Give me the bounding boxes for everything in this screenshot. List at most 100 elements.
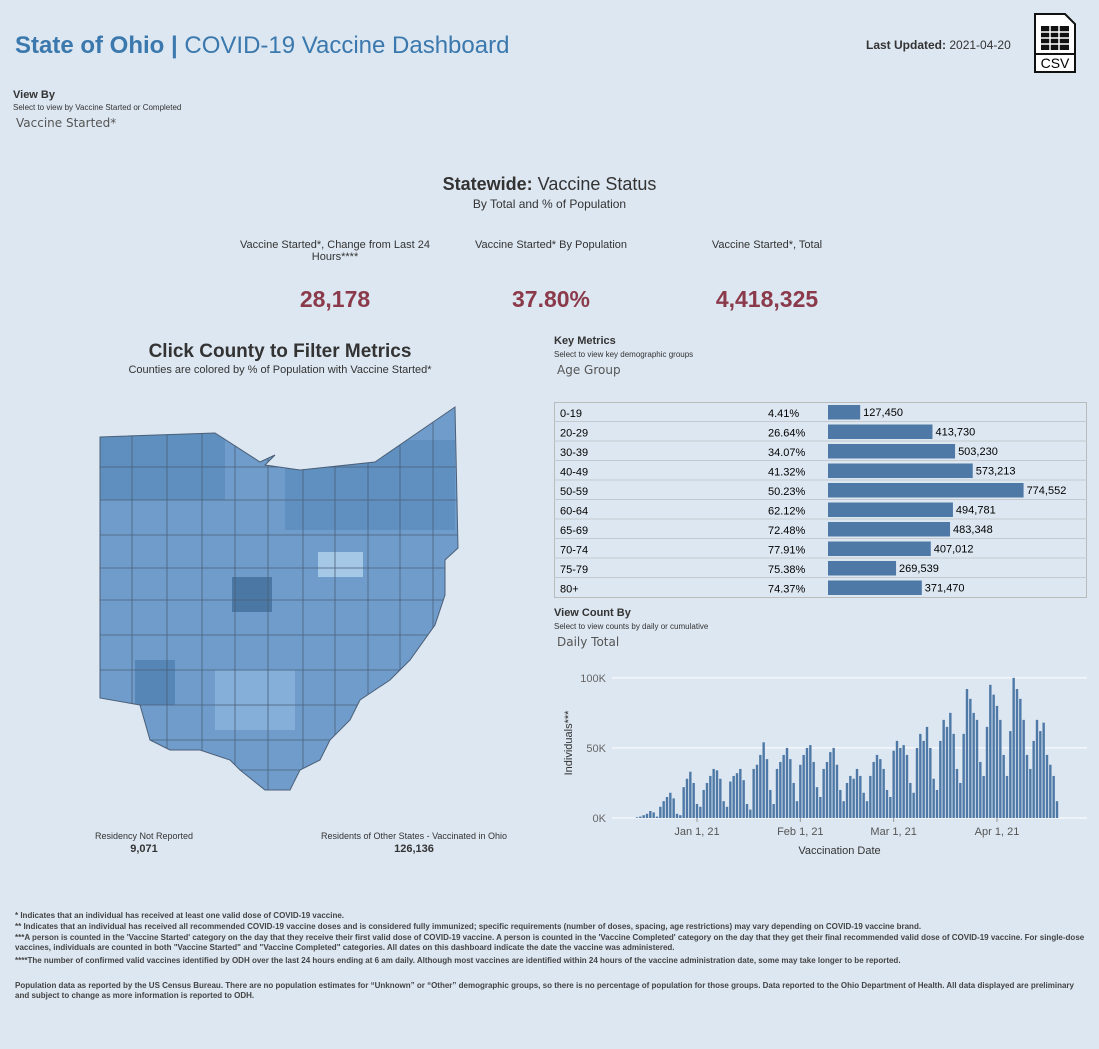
bar [929, 747, 932, 818]
row-label: 65-69 [560, 525, 588, 537]
statewide-text: Vaccine Status [537, 174, 657, 194]
bar [932, 778, 935, 818]
bar [869, 775, 872, 818]
bar [1025, 754, 1029, 818]
row-label: 0-19 [560, 408, 582, 420]
bar [872, 761, 875, 818]
x-axis-label: Vaccination Date [798, 845, 880, 857]
bar [789, 759, 792, 818]
bar [802, 754, 805, 818]
bar [775, 768, 779, 818]
footnote: * Indicates that an individual has recei… [15, 911, 344, 920]
bar [749, 809, 752, 818]
ohio-map[interactable] [95, 400, 465, 800]
row-label: 70-74 [560, 544, 588, 556]
bar [875, 754, 879, 818]
bar [892, 750, 895, 818]
row-label: 60-64 [560, 505, 588, 517]
bar [1009, 731, 1012, 818]
row-percent: 74.37% [768, 583, 806, 595]
bar-value-label: 494,781 [956, 504, 996, 516]
bar [828, 444, 956, 459]
bar [962, 733, 965, 818]
bar [739, 768, 742, 818]
statewide-bold: Statewide: [442, 174, 533, 194]
bar [692, 782, 695, 818]
csv-button[interactable]: CSV [1032, 12, 1078, 74]
bar [1032, 740, 1035, 818]
bar [849, 775, 852, 818]
kpi-value: 28,178 [299, 286, 371, 312]
view-count-dropdown[interactable]: Daily Total [557, 635, 620, 649]
view-count-title: View Count By [554, 607, 631, 619]
daily-chart: 0K 50K 100K Jan 1, 21 Feb 1, 21 Mar 1, 21 Apr … [563, 668, 1087, 857]
row-label: 30-39 [560, 447, 588, 459]
not-reported-value: 9,071 [130, 843, 158, 855]
bar [922, 740, 925, 818]
last-updated: Last Updated: 2021-04-20 [866, 38, 1011, 52]
bar [949, 712, 952, 818]
bar [982, 775, 985, 818]
bar-value-label: 503,230 [958, 446, 998, 458]
title: State of Ohio | COVID-19 Vaccine Dashboa… [15, 32, 509, 60]
row-label: 80+ [560, 583, 579, 595]
bar-value-label: 269,539 [899, 563, 939, 575]
bar [809, 745, 812, 818]
view-by-dropdown[interactable]: Vaccine Started* [16, 116, 117, 130]
bar [845, 782, 849, 818]
bar [795, 801, 799, 818]
bar [839, 789, 842, 818]
bar [815, 787, 819, 818]
bar [828, 483, 1024, 498]
row-percent: 41.32% [768, 466, 806, 478]
bar [828, 541, 931, 556]
row-percent: 62.12% [768, 505, 806, 517]
bar [812, 761, 815, 818]
bar [828, 580, 922, 595]
x-tick-label: Feb 1, 21 [777, 826, 823, 838]
bar [682, 787, 685, 818]
bar [939, 740, 942, 818]
bar [912, 792, 915, 818]
bar [942, 719, 945, 818]
bar [882, 768, 885, 818]
key-metrics-title: Key Metrics [554, 335, 616, 347]
bar [855, 768, 859, 818]
kpi-value: 37.80% [511, 286, 590, 312]
kpi-label: Vaccine Started*, Total [711, 239, 823, 251]
bar [745, 803, 749, 818]
footnote: ****The number of confirmed valid vaccin… [15, 956, 901, 965]
bar [995, 705, 999, 818]
view-count-subtitle: Select to view counts by daily or cumula… [554, 622, 709, 631]
bar [825, 761, 829, 818]
bar-value-label: 407,012 [934, 543, 974, 555]
bar [905, 754, 909, 818]
bar [909, 782, 912, 818]
bar [879, 759, 882, 818]
row-percent: 4.41% [768, 408, 799, 420]
bar [889, 796, 892, 818]
bar [989, 684, 992, 818]
bar [1052, 775, 1055, 818]
bar [999, 719, 1002, 818]
bar [755, 764, 759, 818]
bar [925, 726, 929, 818]
footnote: ** Indicates that an individual has rece… [15, 922, 922, 931]
bar [642, 815, 645, 818]
bar-value-label: 483,348 [953, 524, 993, 536]
bar [972, 712, 975, 818]
bar [852, 778, 855, 818]
y-tick-label: 100K [580, 673, 606, 685]
bar [865, 801, 869, 818]
bar [735, 773, 739, 818]
bar [765, 759, 769, 818]
bar [719, 778, 722, 818]
bar [828, 522, 951, 537]
bar [805, 747, 809, 818]
not-reported-label: Residency Not Reported [94, 831, 194, 841]
view-by-title: View By [13, 89, 55, 101]
bar [828, 502, 953, 517]
y-tick-label: 50K [586, 743, 606, 755]
kpi-label: Vaccine Started* By Population [474, 239, 628, 251]
key-metrics-dropdown[interactable]: Age Group [557, 363, 621, 377]
